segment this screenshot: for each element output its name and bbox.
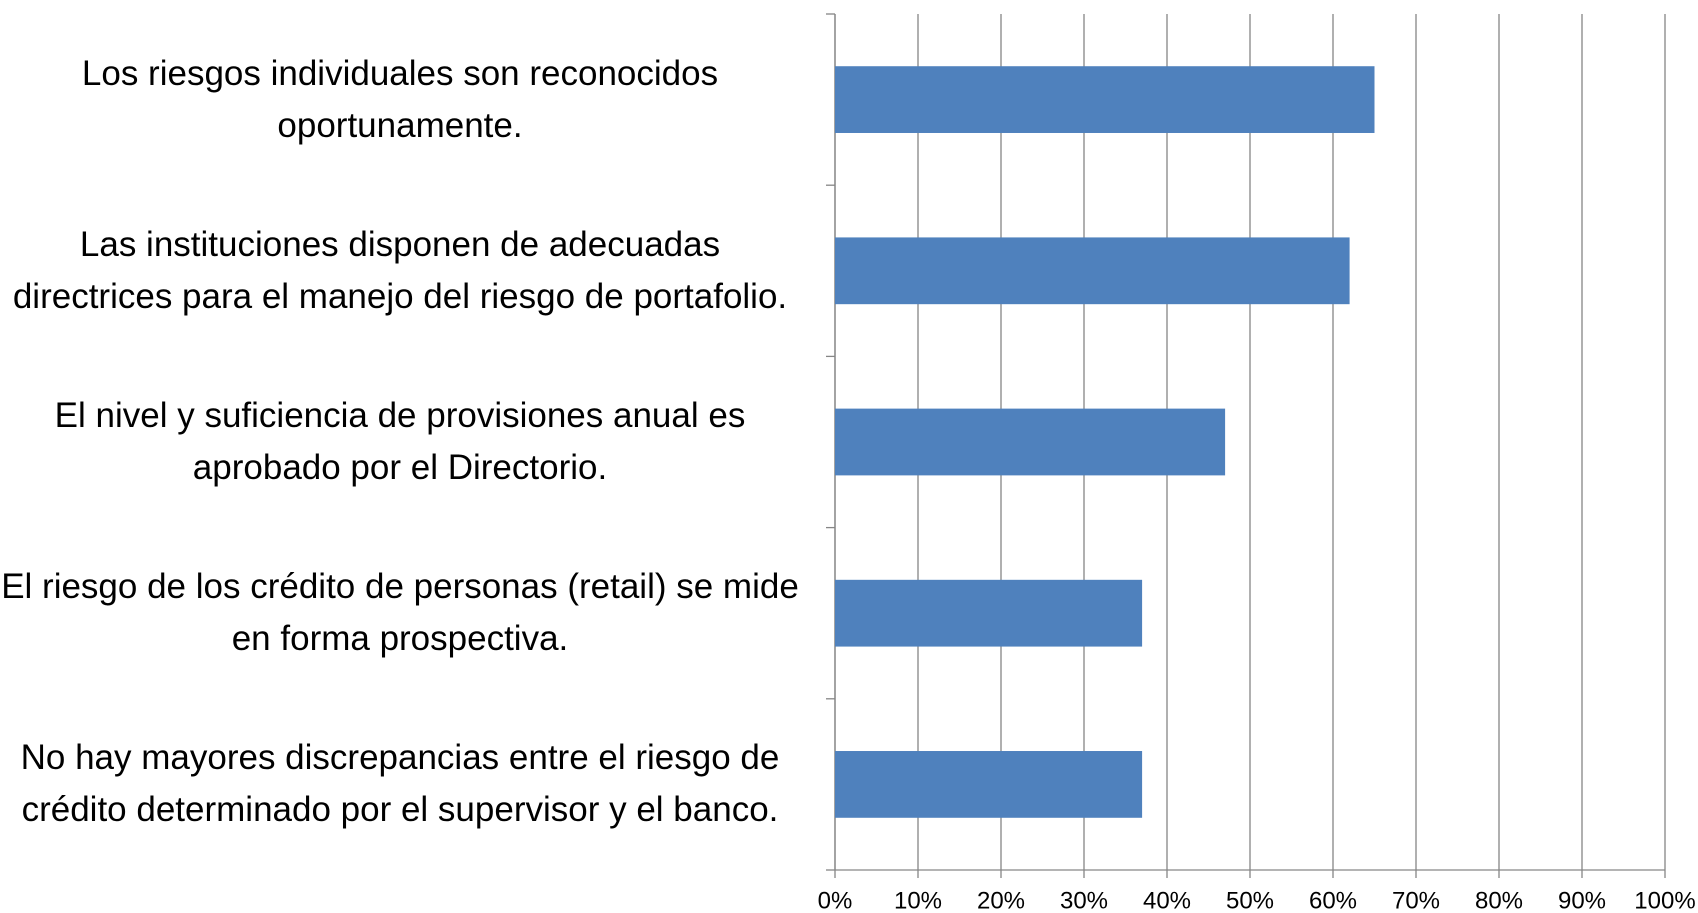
bar [835, 66, 1375, 133]
y-tick-label: Los riesgos individuales son reconocidos… [81, 53, 719, 145]
bar [835, 408, 1226, 476]
x-tick-label: 50% [1226, 887, 1274, 913]
x-tick-label: 0% [818, 887, 853, 913]
y-tick-label: No hay mayores discrepancias entre el ri… [20, 738, 780, 830]
x-tick-label: 20% [977, 887, 1025, 913]
bar [835, 751, 1143, 818]
y-tick-label: El riesgo de los crédito de personas (re… [1, 567, 799, 659]
x-tick-label: 100% [1634, 887, 1695, 913]
x-tick-label: 10% [894, 887, 942, 913]
x-tick-label: 60% [1309, 887, 1357, 913]
x-tick-label: 90% [1558, 887, 1606, 913]
bar [835, 579, 1143, 647]
y-tick-label: El nivel y suficiencia de provisiones an… [54, 395, 746, 487]
x-tick-label: 70% [1392, 887, 1440, 913]
x-tick-label: 80% [1475, 887, 1523, 913]
x-tick-label: 30% [1060, 887, 1108, 913]
y-tick-label: Las instituciones disponen de adecuadas … [12, 224, 788, 316]
x-tick-label: 40% [1143, 887, 1191, 913]
bar [835, 237, 1350, 305]
